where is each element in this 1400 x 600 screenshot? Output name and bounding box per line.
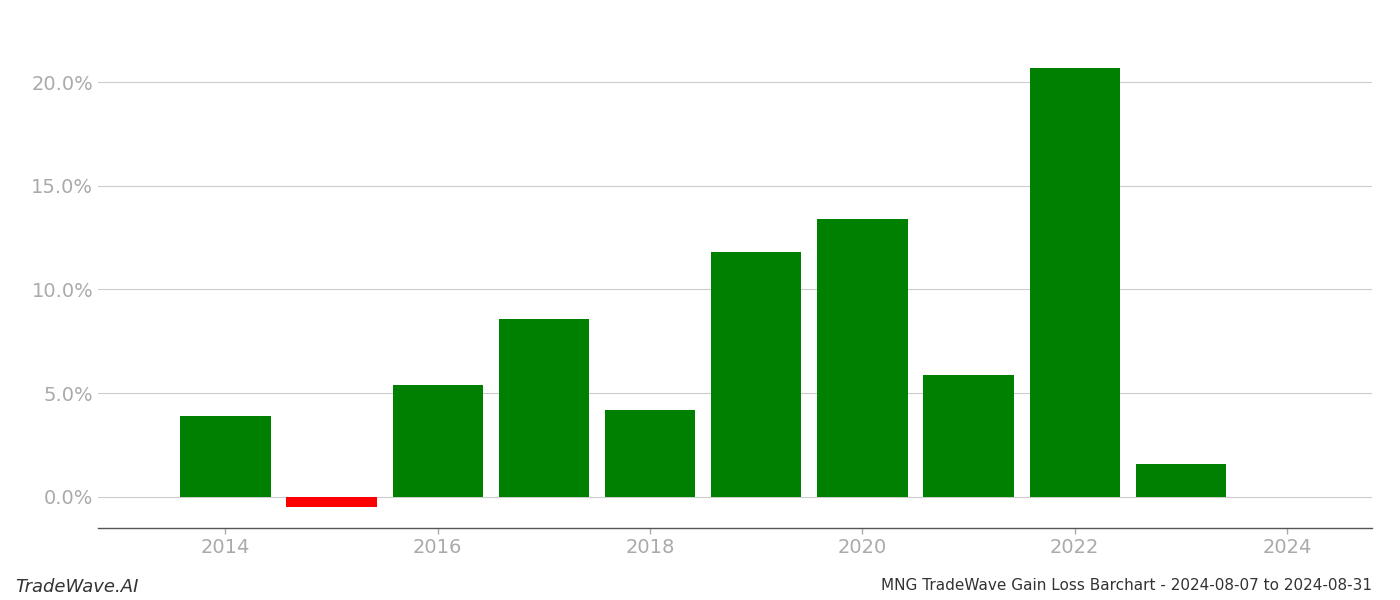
Text: TradeWave.AI: TradeWave.AI bbox=[15, 578, 139, 596]
Text: MNG TradeWave Gain Loss Barchart - 2024-08-07 to 2024-08-31: MNG TradeWave Gain Loss Barchart - 2024-… bbox=[881, 578, 1372, 593]
Bar bbox=[711, 252, 801, 497]
Bar bbox=[498, 319, 589, 497]
Bar bbox=[392, 385, 483, 497]
Bar bbox=[1135, 464, 1226, 497]
Bar bbox=[181, 416, 270, 497]
Bar bbox=[287, 497, 377, 507]
Bar bbox=[605, 410, 696, 497]
Bar bbox=[924, 374, 1014, 497]
Bar bbox=[818, 219, 907, 497]
Bar bbox=[1029, 68, 1120, 497]
